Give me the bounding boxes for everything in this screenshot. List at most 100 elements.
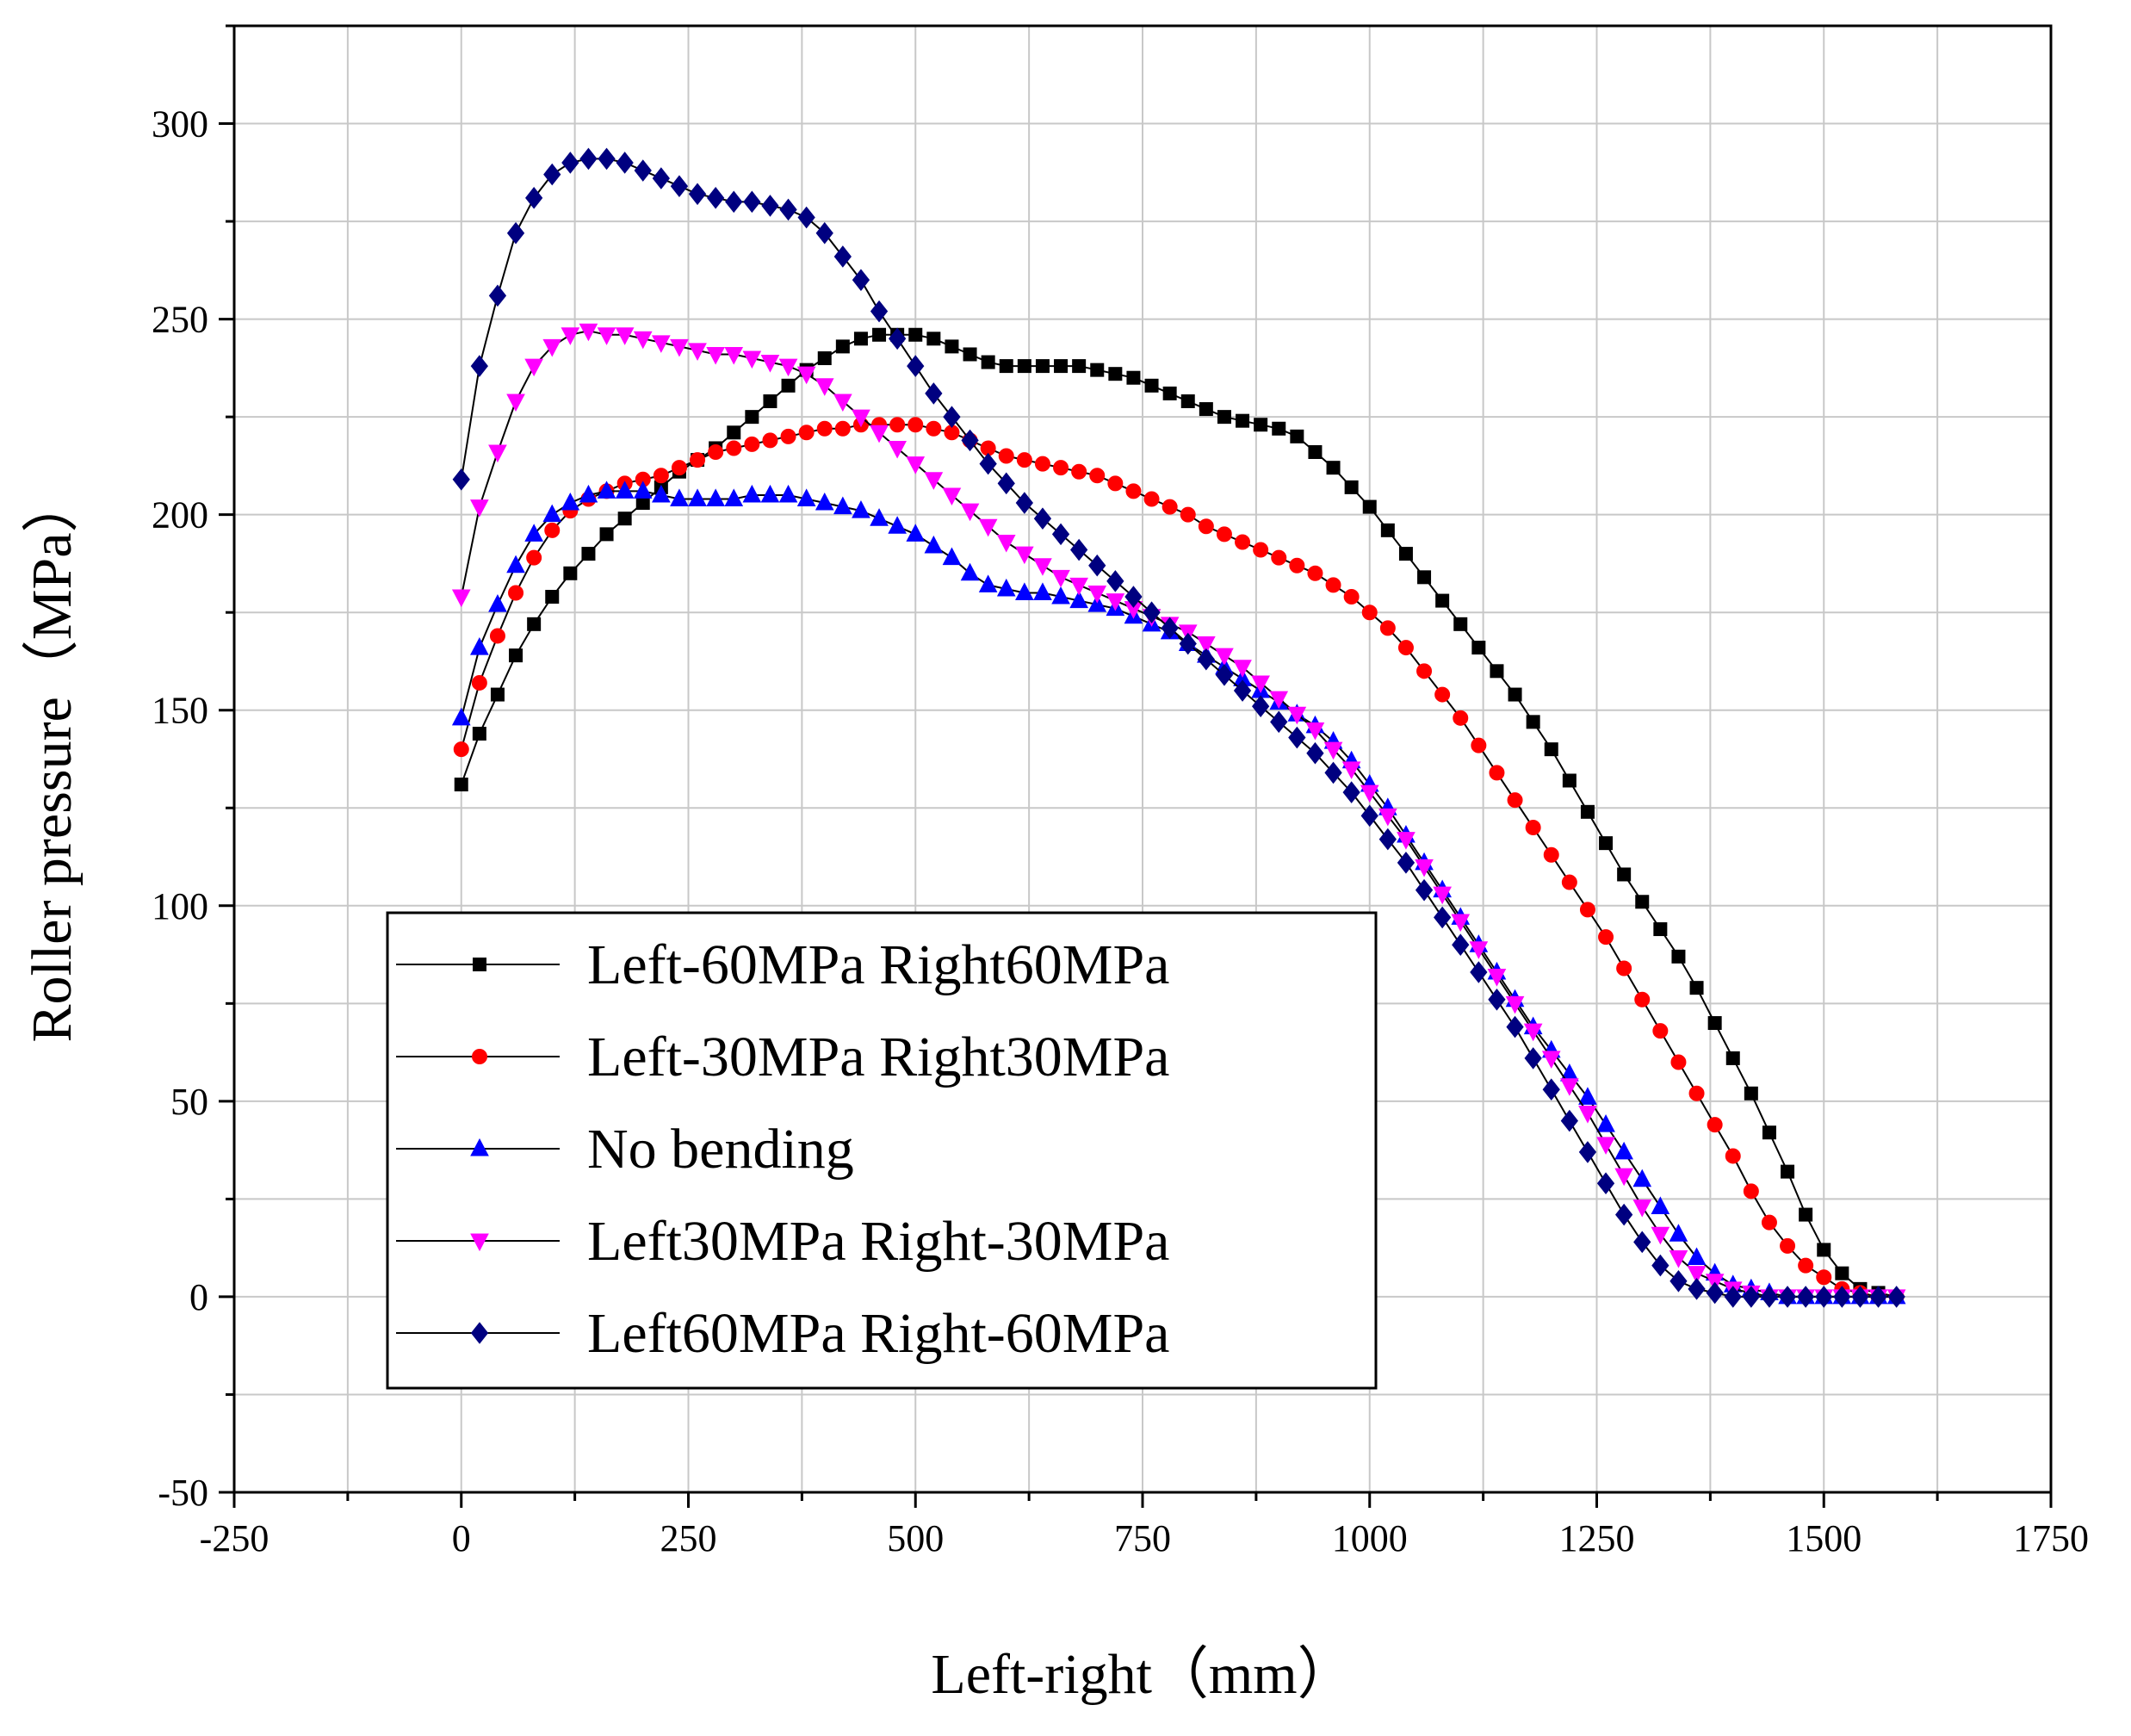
data-point	[1707, 1117, 1723, 1133]
data-point	[1688, 1278, 1706, 1300]
series-lines	[451, 147, 1906, 1308]
data-point	[470, 355, 488, 377]
y-tick-label: 150	[152, 690, 208, 732]
data-point	[1054, 359, 1069, 374]
data-point	[1070, 538, 1088, 561]
data-point	[1233, 679, 1252, 702]
data-point	[1470, 961, 1488, 983]
data-point	[1560, 1109, 1578, 1132]
data-point	[1579, 902, 1595, 918]
data-point	[579, 147, 598, 170]
x-tick-label: 1500	[1786, 1517, 1862, 1559]
data-point	[525, 187, 543, 209]
data-point	[1215, 664, 1234, 686]
data-point	[924, 535, 944, 554]
data-point	[598, 147, 616, 170]
data-point	[1379, 620, 1396, 636]
data-point	[1523, 1023, 1543, 1042]
data-point	[1816, 1269, 1832, 1286]
data-point	[906, 524, 926, 542]
data-point	[889, 327, 907, 350]
data-point	[1471, 737, 1487, 753]
data-point	[833, 496, 852, 515]
x-tick-label: 750	[1114, 1517, 1171, 1559]
data-point	[542, 338, 562, 357]
data-point	[778, 484, 798, 503]
data-point	[707, 187, 725, 209]
data-point	[870, 508, 889, 526]
data-point	[1688, 1085, 1705, 1101]
data-point	[798, 425, 815, 441]
data-point	[1378, 808, 1397, 827]
data-point	[1614, 1168, 1633, 1187]
data-point	[1162, 499, 1178, 515]
data-point	[1596, 1137, 1615, 1155]
data-point	[1324, 761, 1342, 784]
data-point	[633, 480, 653, 499]
legend-marker	[470, 1233, 489, 1252]
data-point	[942, 487, 962, 506]
data-point	[816, 420, 833, 437]
data-point	[1453, 617, 1468, 631]
series-5	[452, 147, 1905, 1308]
data-point	[488, 594, 507, 612]
data-point	[1290, 429, 1304, 443]
data-point	[1197, 648, 1215, 671]
data-point	[1197, 636, 1216, 654]
data-point	[1162, 386, 1177, 400]
data-point	[1725, 1051, 1740, 1065]
series-4	[451, 323, 1906, 1308]
data-point	[1397, 640, 1414, 656]
data-point	[815, 492, 834, 511]
data-point	[907, 355, 925, 377]
data-point	[488, 284, 507, 307]
data-point	[545, 590, 560, 604]
data-point	[1817, 1243, 1831, 1257]
data-point	[1071, 463, 1087, 480]
data-point	[561, 492, 580, 511]
data-point	[1305, 722, 1325, 741]
data-point	[1798, 1257, 1814, 1274]
data-point	[524, 524, 543, 542]
data-point	[1416, 663, 1433, 679]
data-point	[543, 163, 561, 186]
data-point	[452, 468, 470, 491]
data-point	[924, 472, 944, 490]
x-tick-label: 1250	[1559, 1517, 1635, 1559]
data-point	[1270, 710, 1288, 734]
data-point	[1632, 1169, 1652, 1187]
data-point	[1634, 991, 1651, 1008]
data-point	[1451, 914, 1471, 933]
data-point	[996, 578, 1016, 597]
legend-marker	[473, 958, 486, 971]
data-point	[872, 327, 887, 342]
data-point	[1087, 585, 1107, 604]
data-point	[926, 332, 941, 346]
data-point	[1161, 617, 1179, 640]
data-point	[1344, 480, 1359, 494]
data-point	[1307, 565, 1323, 581]
data-point	[1016, 452, 1032, 468]
data-point	[780, 428, 796, 444]
data-point	[633, 331, 653, 350]
data-point	[544, 522, 561, 538]
data-point	[652, 335, 671, 353]
data-point	[742, 350, 762, 369]
data-point	[579, 484, 598, 503]
data-point	[778, 358, 798, 377]
data-point	[1323, 741, 1343, 760]
data-point	[470, 499, 489, 518]
data-point	[1778, 1286, 1797, 1308]
data-point	[725, 190, 743, 214]
y-tick-label: 0	[189, 1276, 208, 1318]
data-point	[506, 555, 525, 574]
data-point	[1269, 691, 1289, 710]
data-point	[1835, 1266, 1849, 1280]
data-point	[1033, 507, 1052, 530]
data-point	[1617, 867, 1632, 882]
data-point	[615, 327, 635, 345]
data-point	[1851, 1286, 1869, 1308]
data-point	[1362, 499, 1377, 514]
data-point	[527, 617, 542, 631]
data-point	[1815, 1286, 1833, 1308]
